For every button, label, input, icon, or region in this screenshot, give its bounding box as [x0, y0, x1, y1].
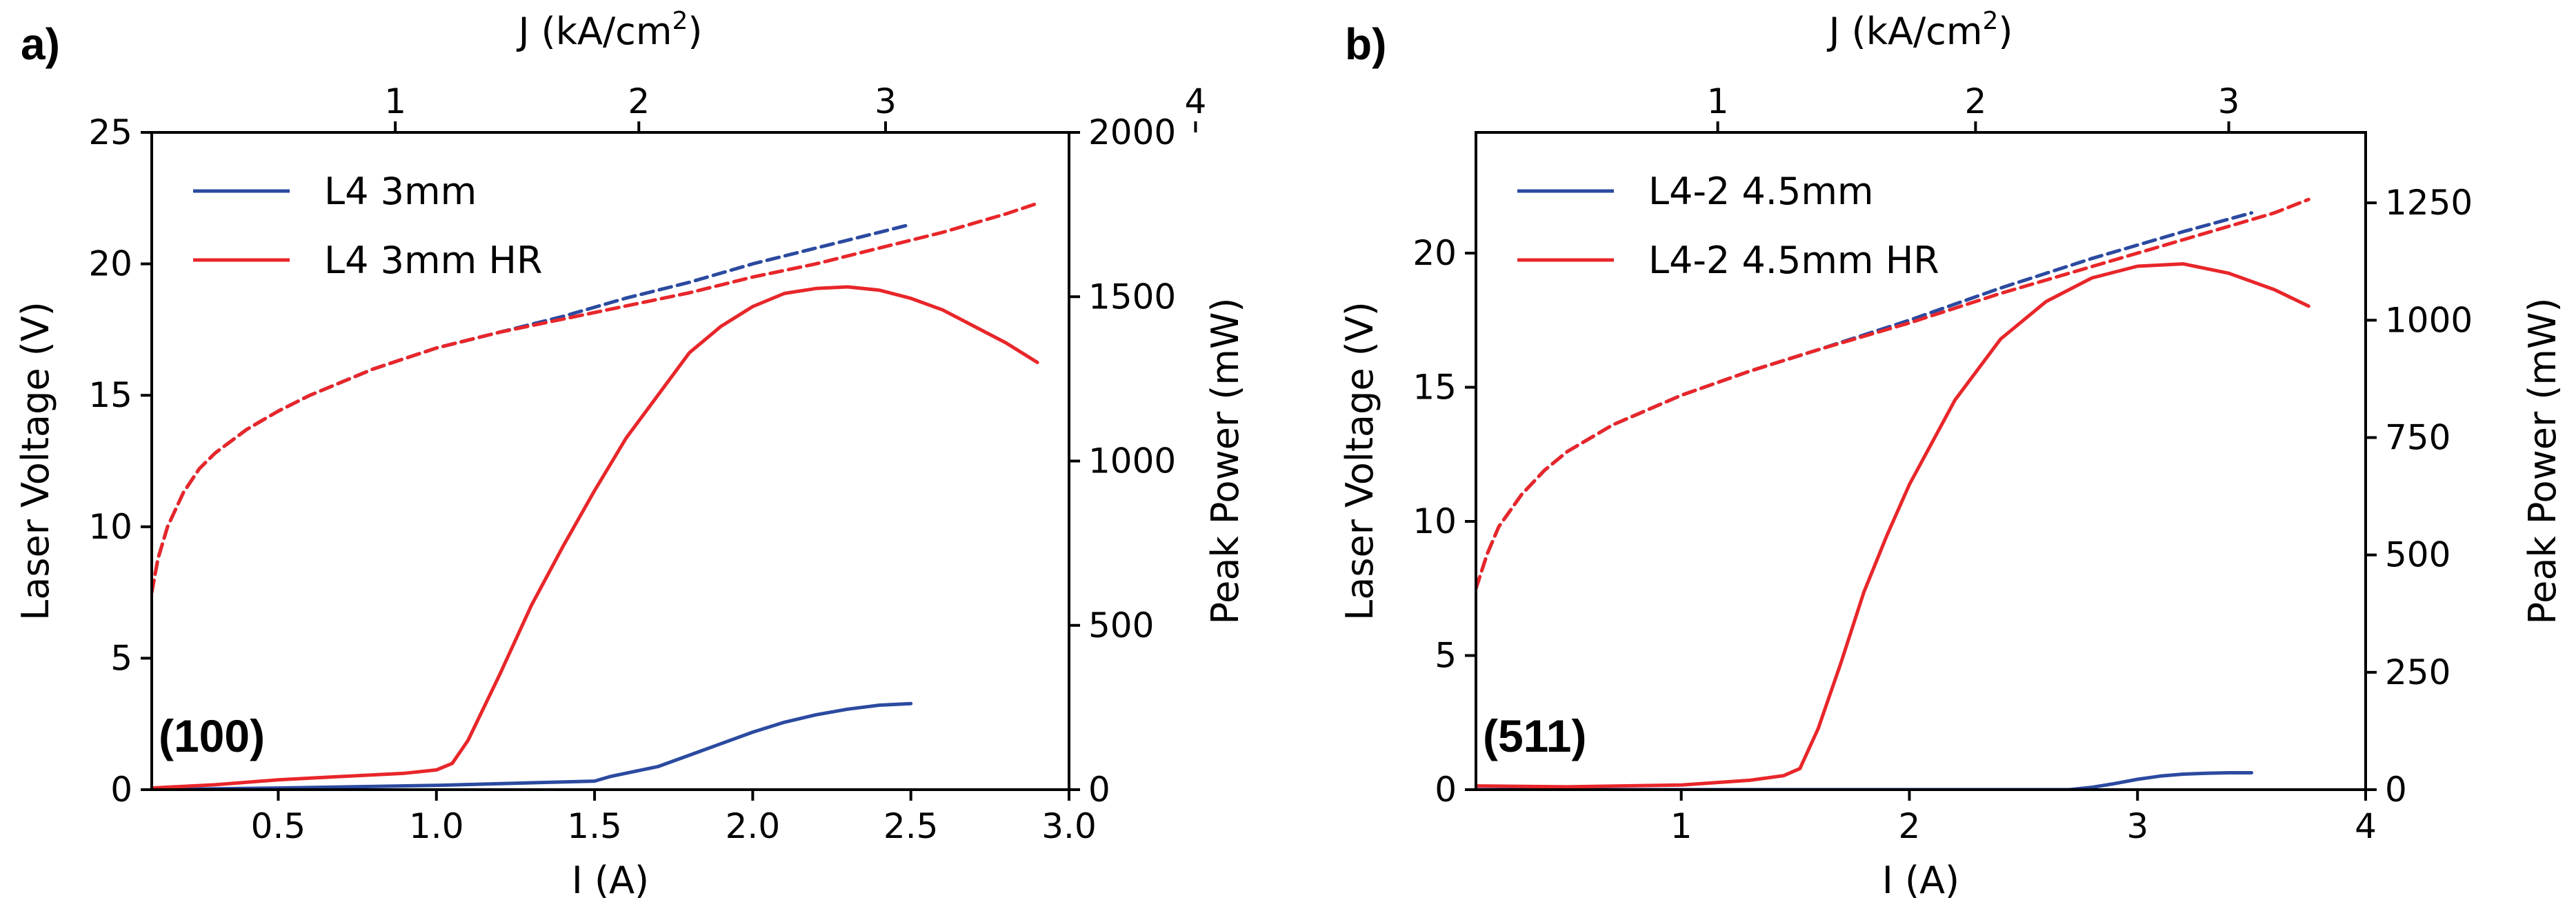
top-tick-label: 1 [384, 81, 406, 121]
series-power-3 [152, 285, 1039, 790]
top-axis-label-suffix: ) [688, 10, 702, 53]
x-tick-label: 2.0 [726, 806, 781, 846]
series-power-3 [1476, 262, 2310, 789]
y-right-axis-label: Peak Power (mW) [2521, 298, 2564, 625]
y-tick-label: 25 [88, 112, 132, 152]
series-power-2 [1476, 771, 2254, 790]
top-axis-label: J (kA/cm2) [1827, 7, 2013, 53]
x-tick-label: 3.0 [1041, 806, 1097, 846]
y-right-tick-label: 0 [2385, 770, 2407, 810]
legend-label: L4 3mm [324, 170, 477, 213]
top-tick-label: 1 [1707, 81, 1729, 121]
legend-label: L4 3mm HR [324, 239, 542, 282]
x-axis-label: I (A) [1882, 859, 1959, 902]
y-right-tick-label: 0 [1088, 770, 1110, 810]
orientation-annotation: (511) [1483, 710, 1586, 761]
y-right-tick-label: 1000 [2385, 300, 2473, 340]
top-axis-label-suffix: ) [1998, 10, 2013, 53]
panel-a: 0.5 1.0 1.5 2.0 2.5 3.00510152025050010001500… [14, 7, 1247, 902]
y-axis-label: Laser Voltage (V) [14, 301, 57, 621]
top-axis-label: J (kA/cm2) [517, 7, 703, 53]
y-right-axis-label: Peak Power (mW) [1204, 298, 1247, 625]
series-voltage-1 [152, 201, 1039, 594]
y-tick-label: 20 [88, 244, 132, 284]
legend-label: L4-2 4.5mm HR [1648, 239, 1939, 282]
series-voltage-1 [1476, 197, 2310, 590]
y-right-tick-label: 250 [2385, 652, 2450, 692]
x-tick-label: 3 [2126, 806, 2148, 846]
top-axis-label-base: J (kA/cm [517, 10, 672, 53]
top-tick-label: 2 [628, 81, 650, 121]
y-tick-label: 5 [110, 638, 132, 678]
top-tick-label: 2 [1964, 81, 1986, 121]
top-axis-label-sup: 2 [1982, 7, 1998, 35]
y-tick-label: 15 [1412, 368, 1457, 408]
y-tick-label: 10 [88, 507, 132, 547]
y-tick-label: 20 [1412, 233, 1457, 273]
y-right-tick-label: 1000 [1088, 441, 1176, 481]
x-tick-label: 2 [1899, 806, 1921, 846]
legend: L4 3mm L4 3mm HR [193, 170, 542, 282]
x-axis-label: I (A) [572, 859, 649, 902]
legend: L4-2 4.5mm L4-2 4.5mm HR [1517, 170, 1939, 282]
top-tick-label: 4 [1185, 81, 1207, 121]
panel-label: b) [1345, 19, 1386, 69]
top-tick-label: 3 [875, 81, 897, 121]
y-right-tick-label: 1500 [1088, 277, 1176, 317]
y-tick-label: 15 [88, 375, 132, 415]
orientation-annotation: (100) [159, 710, 265, 761]
y-tick-label: 0 [1435, 770, 1457, 810]
series-power-2 [152, 701, 913, 790]
panel-label: a) [21, 19, 60, 69]
y-tick-label: 5 [1435, 636, 1457, 676]
x-tick-label: 1.5 [567, 806, 622, 846]
y-right-tick-label: 2000 [1088, 112, 1176, 152]
x-tick-label: 0.5 [251, 806, 306, 846]
y-axis-label: Laser Voltage (V) [1338, 301, 1381, 621]
y-right-tick-label: 500 [1088, 606, 1154, 646]
x-tick-label: 1.0 [409, 806, 464, 846]
y-right-tick-label: 1250 [2385, 183, 2473, 223]
y-tick-label: 0 [110, 770, 132, 810]
x-tick-label: 2.5 [883, 806, 939, 846]
x-tick-label: 4 [2355, 806, 2377, 846]
top-axis-label-sup: 2 [672, 7, 688, 35]
top-tick-label: 3 [2218, 81, 2240, 121]
y-tick-label: 10 [1412, 501, 1457, 541]
plot-frame [1475, 131, 2367, 791]
legend-label: L4-2 4.5mm [1648, 170, 1874, 213]
top-axis-label-base: J (kA/cm [1827, 10, 1983, 53]
y-right-tick-label: 750 [2385, 417, 2450, 457]
y-right-tick-label: 500 [2385, 535, 2450, 575]
x-tick-label: 1 [1670, 806, 1693, 846]
